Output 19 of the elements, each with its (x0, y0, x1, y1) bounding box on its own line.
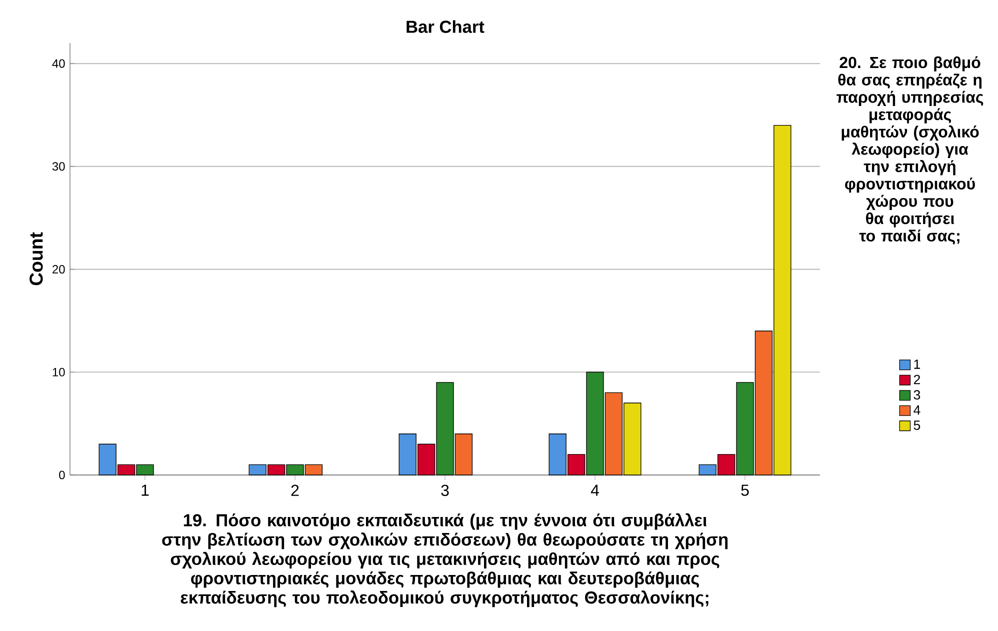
x-tick-label: 3 (441, 484, 449, 496)
x-tick-label: 1 (142, 484, 149, 496)
x-axis-title: 19. Πόσο καινοτόμο εκπαιδευτικά (με την έννοια ότι συμβάλλει στην βελτίωση των σχολικών επιδόσεων) θα θεωρούσατε τη χρήση σχολικού λεωφορείου για τις μετακινήσεις μαθητών από και προς φροντιστηριακές μονάδες πρωτοβάθμιας και δευτεροβάθμιας εκπαίδευσης του πολεοδομικού συγκροτήματος Θεσσαλονίκης; (162, 513, 728, 608)
x-tick-label: 4 (590, 484, 599, 496)
y-tick-label: 0 (59, 470, 65, 480)
x-tick-label: 5 (741, 484, 749, 496)
text: 20. Σε ποιο βαθμό θα σας επηρέαζε η παροχή υπηρεσίας μεταφοράς μαθητών (σχολικό λεωφορείο) για την επιλογή φροντιστηριακού χώρου που θα φοιτήσει το παιδί σας; (836, 56, 984, 244)
x-tick-label: 2 (291, 484, 299, 496)
y-tick-label: 10 (52, 368, 65, 376)
legend-label: 2 (914, 374, 920, 384)
legend-label: 3 (914, 390, 920, 400)
legend-label: 4 (914, 405, 920, 415)
legend-label: 1 (914, 360, 920, 369)
y-axis-title: Count (30, 232, 43, 286)
chart-title: Bar Chart (406, 20, 484, 33)
y-tick-label: 30 (52, 162, 65, 171)
y-tick-label: 40 (52, 59, 65, 68)
y-tick-label: 20 (52, 265, 65, 274)
legend-label: 5 (914, 420, 920, 430)
